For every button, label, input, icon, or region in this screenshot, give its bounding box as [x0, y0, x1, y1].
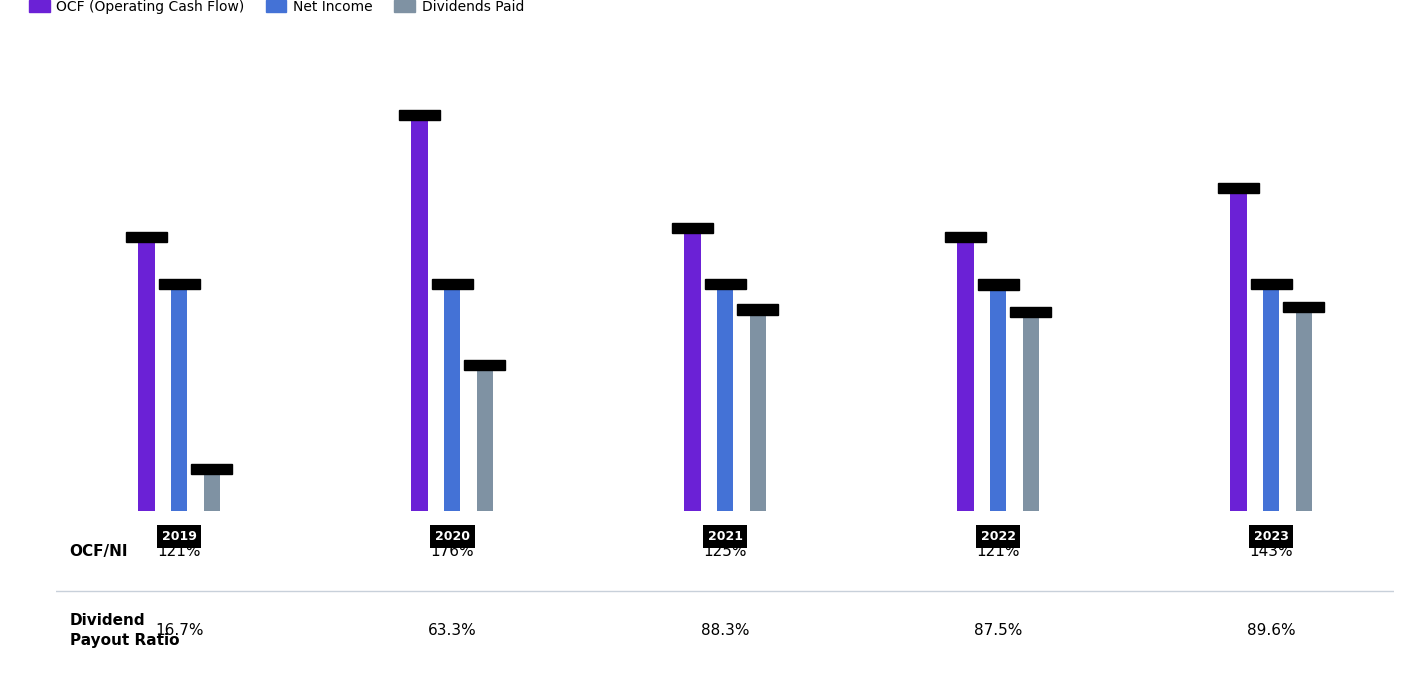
Bar	[1231, 193, 1246, 511]
Bar	[125, 232, 168, 242]
Text: 2022: 2022	[980, 530, 1015, 543]
Text: 176%: 176%	[431, 544, 474, 559]
Text: 121%: 121%	[976, 544, 1019, 559]
Text: 125%: 125%	[704, 544, 746, 559]
Text: 2023: 2023	[1253, 530, 1288, 543]
Bar	[398, 110, 439, 120]
Text: Dividend
Payout Ratio: Dividend Payout Ratio	[70, 613, 179, 648]
Bar	[704, 278, 746, 288]
Bar	[1011, 307, 1052, 318]
Bar	[945, 232, 986, 242]
Bar	[738, 305, 779, 315]
Bar	[1263, 288, 1280, 511]
Text: OCF/NI: OCF/NI	[70, 544, 128, 559]
Bar	[432, 278, 473, 288]
Bar	[1283, 302, 1325, 312]
Bar	[411, 120, 428, 511]
Legend: OCF (Operating Cash Flow), Net Income, Dividends Paid: OCF (Operating Cash Flow), Net Income, D…	[23, 0, 529, 19]
Bar	[170, 288, 187, 511]
Text: 143%: 143%	[1249, 544, 1293, 559]
Bar	[717, 288, 734, 511]
Bar	[465, 360, 505, 370]
Bar	[191, 464, 232, 475]
Bar	[990, 290, 1007, 511]
Text: 121%: 121%	[158, 544, 201, 559]
Bar	[204, 475, 220, 511]
Text: 2020: 2020	[435, 530, 470, 543]
Text: 88.3%: 88.3%	[701, 623, 749, 638]
Bar	[477, 370, 493, 511]
Bar	[1295, 312, 1312, 511]
Bar	[138, 242, 155, 511]
Text: 89.6%: 89.6%	[1246, 623, 1295, 638]
Text: 16.7%: 16.7%	[155, 623, 203, 638]
Text: 2021: 2021	[708, 530, 742, 543]
Bar	[1022, 318, 1039, 511]
Bar	[1218, 183, 1259, 193]
Bar	[1250, 278, 1291, 288]
Text: 63.3%: 63.3%	[428, 623, 476, 638]
Bar	[749, 315, 766, 511]
Bar	[159, 278, 200, 288]
Bar	[672, 223, 712, 233]
Bar	[684, 233, 701, 511]
Bar	[977, 280, 1018, 290]
Text: 2019: 2019	[162, 530, 197, 543]
Bar	[444, 288, 460, 511]
Text: 87.5%: 87.5%	[974, 623, 1022, 638]
Bar	[957, 242, 973, 511]
